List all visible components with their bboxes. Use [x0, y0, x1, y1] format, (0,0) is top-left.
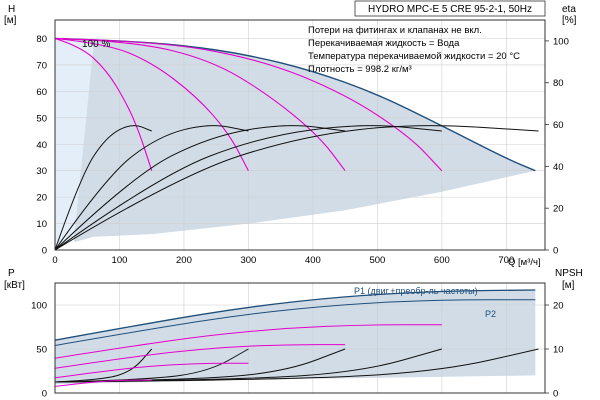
- npsh-curve: [55, 348, 249, 383]
- y-left-label-power: P: [8, 268, 15, 279]
- x-tick-label: 500: [369, 255, 385, 266]
- efficiency-curve: [55, 125, 539, 250]
- head-chart-panel: 0 100 200 300 400 500 600 700 0 10 20 30 40 50 60 70 80 0…: [4, 0, 577, 268]
- y-right-unit: [%]: [562, 15, 577, 26]
- p1-power-line: [55, 289, 536, 341]
- power-chart-series: [55, 289, 539, 387]
- legend-p2: P2: [485, 309, 496, 319]
- head-chart-series: [55, 37, 539, 250]
- chart-title-box: [354, 0, 546, 17]
- efficiency-curve: [55, 125, 442, 250]
- y-tick-label: 100: [31, 301, 47, 312]
- y2-tick-label: 60: [553, 120, 564, 131]
- y-left-label: H: [8, 4, 15, 15]
- chart-title: HYDRO MPC-E 5 CRE 95-2-1, 50Hz: [368, 4, 532, 15]
- y-right-label-npsh: NPSH: [555, 268, 583, 279]
- reduced-speed-curve: [55, 37, 153, 171]
- y2-tick-label: 0: [553, 246, 558, 257]
- power-area: [55, 290, 536, 385]
- x-tick-label: 100: [112, 255, 128, 266]
- x-axis-label: Q [м³/ч]: [508, 257, 541, 268]
- y-tick-label: 20: [36, 193, 47, 204]
- y-tick-label: 50: [36, 113, 47, 124]
- efficiency-curve: [55, 125, 152, 250]
- y-tick-label: 10: [36, 219, 47, 230]
- power-chart-ticks: 0 50 100 0 10 20: [31, 301, 563, 400]
- power-chart-panel: 0 50 100 0 10 20 P [кВт] NPSH [м] P1 (двиг.+п…: [4, 268, 583, 400]
- x-tick-label: 700: [498, 255, 514, 266]
- x-tick-label: 400: [305, 255, 321, 266]
- x-tick-label: 200: [176, 255, 192, 266]
- efficiency-curve: [55, 125, 346, 250]
- y2-tick-label: 40: [553, 162, 564, 173]
- legend-p1: P1 (двиг.+преобр-ль частоты): [354, 286, 478, 296]
- y2-tick-label: 20: [553, 204, 564, 215]
- reduced-speed-power-curve: [55, 379, 152, 387]
- power-area-shade: [55, 290, 536, 385]
- reduced-speed-power-curve: [55, 324, 442, 359]
- y-tick-label: 0: [42, 389, 47, 400]
- note-2: Перекачиваемая жидкость = Вода: [308, 38, 460, 49]
- y-tick-label: 80: [36, 34, 47, 45]
- label-100-percent: 100 %: [82, 39, 110, 50]
- y-right-label: eta: [562, 4, 576, 15]
- reduced-speed-power-curve: [55, 362, 249, 379]
- y2-tick-label: 80: [553, 78, 564, 89]
- y-left-unit-power: [кВт]: [4, 280, 25, 291]
- x-tick-label: 600: [434, 255, 450, 266]
- y-tick-label: 40: [36, 140, 47, 151]
- y2-tick-label: 0: [553, 389, 558, 400]
- x-tick-label: 0: [52, 255, 57, 266]
- y-tick-label: 50: [36, 345, 47, 356]
- y-tick-label: 30: [36, 166, 47, 177]
- y-right-unit-npsh: [м]: [562, 280, 575, 291]
- y-left-unit: [м]: [4, 15, 17, 26]
- y-tick-label: 70: [36, 60, 47, 71]
- p2-power-line: [55, 299, 536, 346]
- efficiency-curve: [55, 125, 249, 250]
- x-tick-label: 300: [240, 255, 256, 266]
- note-4: Плотность = 998.2 кг/м³: [308, 64, 412, 75]
- note-3: Температура перекачиваемой жидкости = 20…: [308, 51, 520, 62]
- reduced-speed-power-curve: [55, 344, 346, 369]
- y2-tick-label: 10: [553, 345, 564, 356]
- note-1: Потери на фитингах и клапанах не вкл.: [308, 25, 482, 36]
- y2-tick-label: 20: [553, 301, 564, 312]
- head-chart-ticks: 0 100 200 300 400 500 600 700 0 10 20 30 40 50 60 70 80 0…: [36, 34, 568, 266]
- power-chart-frame: [54, 282, 546, 394]
- y2-tick-label: 100: [553, 36, 569, 47]
- reduced-speed-curve: [55, 37, 346, 172]
- reduced-speed-curve: [55, 37, 443, 172]
- y-tick-label: 60: [36, 87, 47, 98]
- y-tick-label: 0: [42, 246, 47, 257]
- npsh-curve: [55, 348, 539, 383]
- npsh-curve: [55, 348, 153, 383]
- head-chart-frame: [54, 19, 546, 251]
- reduced-speed-curve: [55, 37, 249, 171]
